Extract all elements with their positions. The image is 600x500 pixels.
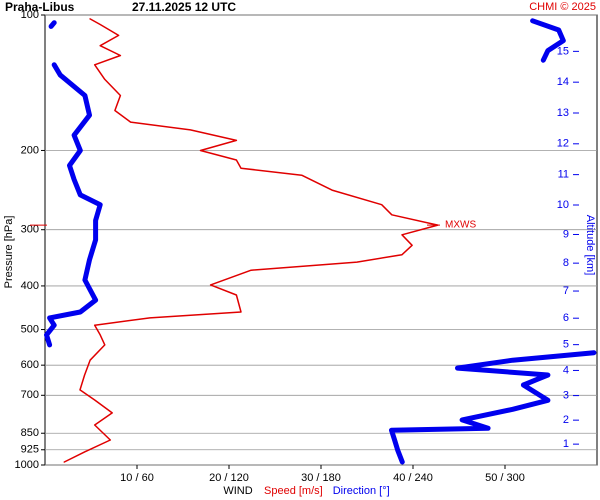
y2-axis-title: Altitude [km] [584,215,596,276]
y-tick-label: 850 [21,427,39,439]
legend-entry: Direction [°] [333,485,390,497]
chart-title: Praha-Libus [5,0,75,14]
y2-tick-label: 6 [563,312,569,324]
y2-tick-label: 12 [557,138,569,150]
x-tick-label: 50 / 300 [485,472,525,484]
y2-tick-label: 7 [563,285,569,297]
y2-tick-label: 8 [563,257,569,269]
y2-tick-label: 3 [563,390,569,402]
y-tick-label: 400 [21,280,39,292]
plot-frame [44,14,598,466]
y-tick-label: 600 [21,359,39,371]
y2-tick-label: 1 [563,438,569,450]
y-tick-label: 500 [21,323,39,335]
credit: CHMI © 2025 [529,1,596,13]
y-tick-label: 300 [21,224,39,236]
y2-tick-label: 5 [563,339,569,351]
y2-tick-label: 2 [563,414,569,426]
annotation: MXWS [445,220,476,231]
y2-tick-label: 11 [558,169,569,181]
y-tick-label: 925 [21,444,39,456]
y-tick-label: 100 [21,9,39,21]
y2-tick-label: 10 [557,199,569,211]
x-tick-label: 40 / 240 [393,472,433,484]
x-axis-title: WIND [223,485,252,497]
y2-tick-label: 13 [557,107,569,119]
chart-subtitle: 27.11.2025 12 UTC [132,0,236,14]
x-tick-label: 10 / 60 [120,472,154,484]
y-axis-title: Pressure [hPa] [3,216,15,289]
y2-tick-label: 14 [557,76,569,88]
x-tick-label: 30 / 180 [301,472,341,484]
series-line [63,18,439,463]
y2-tick-label: 9 [563,228,569,240]
y-tick-label: 1000 [15,459,39,471]
legend-entry: Speed [m/s] [264,485,323,497]
y-tick-label: 700 [21,389,39,401]
series-line [44,18,597,465]
y2-tick-label: 4 [563,364,569,376]
y-tick-label: 200 [21,144,39,156]
y2-tick-label: 15 [557,45,569,57]
x-tick-label: 20 / 120 [209,472,249,484]
